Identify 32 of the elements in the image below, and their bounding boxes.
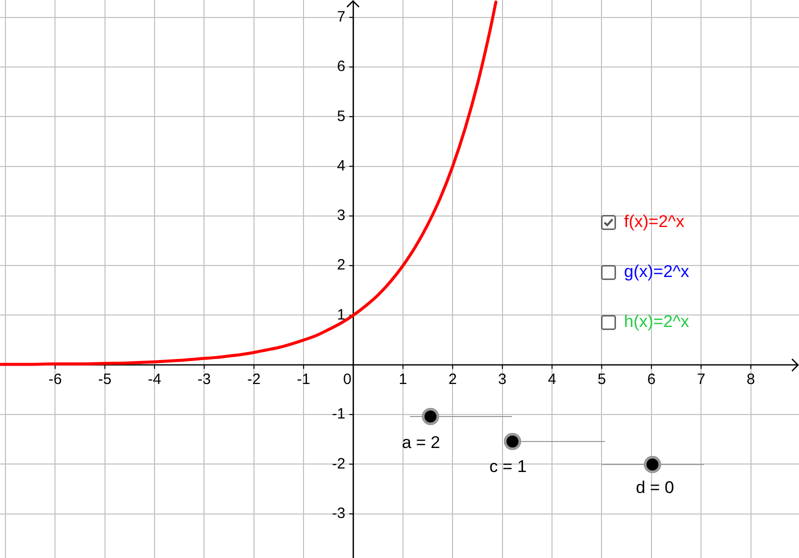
line-series (0, 0, 498, 366)
y-tick-label: -3 (332, 504, 346, 522)
y-tick-label: 1 (336, 306, 346, 324)
x-tick-label: -5 (98, 371, 112, 388)
x-tick-label: 3 (498, 371, 507, 388)
y-tick-label: 4 (336, 157, 346, 174)
annotation: h(x)=2^x (624, 312, 690, 332)
annotation: g(x)=2^x (624, 262, 690, 282)
x-tick-label: 8 (746, 371, 755, 388)
y-tick-label: 6 (336, 58, 346, 76)
y-tick-label: -1 (332, 406, 346, 423)
x-tick-label: 1 (398, 371, 408, 388)
x-tick-label: 2 (448, 371, 457, 388)
y-tick-label: 3 (336, 207, 346, 224)
x-tick-label: 5 (598, 371, 606, 388)
x-tick-label: -6 (48, 371, 62, 388)
text: f(x)=2^x (624, 212, 684, 232)
annotation: a = 2 (402, 433, 440, 453)
annotation: c = 1 (489, 457, 527, 477)
x-tick-label: -1 (296, 371, 310, 388)
x-tick-label: 6 (647, 371, 656, 388)
x-tick-label: 0 (343, 371, 352, 388)
annotation: d = 0 (636, 478, 674, 498)
x-tick-label: 4 (548, 371, 556, 388)
y-tick-label: 5 (336, 108, 346, 125)
y-tick-label: 7 (336, 8, 346, 26)
y-tick-label: 2 (336, 256, 346, 274)
x-tick-label: -4 (148, 371, 162, 388)
x-tick-label: -3 (198, 371, 211, 388)
y-tick-label: -2 (332, 455, 346, 472)
x-tick-label: 7 (696, 371, 706, 388)
x-tick-label: -2 (247, 371, 261, 388)
